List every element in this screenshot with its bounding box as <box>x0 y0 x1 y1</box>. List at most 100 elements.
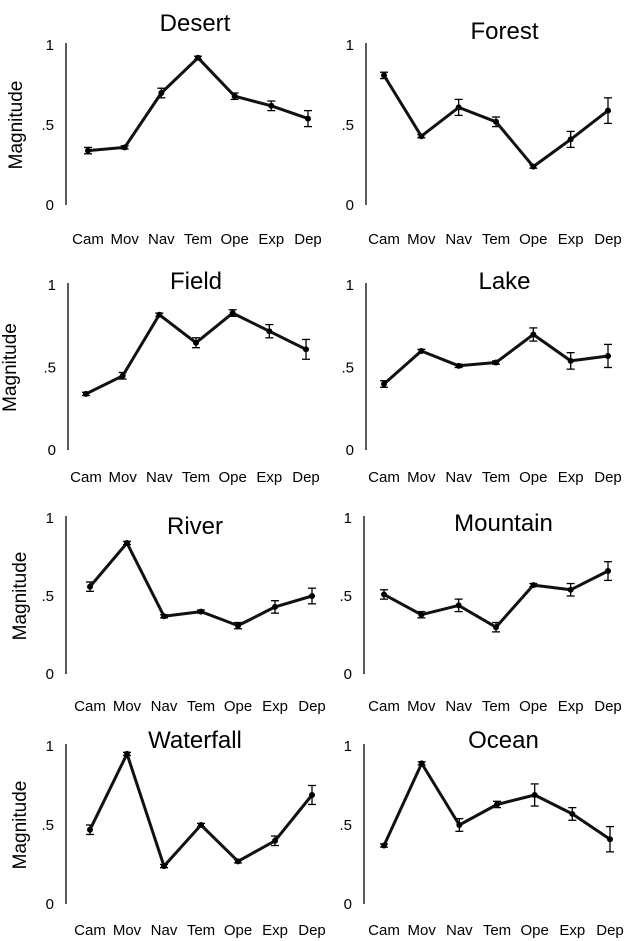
data-point <box>455 362 462 369</box>
data-point <box>494 801 500 808</box>
chart-lake: Lake 0 .5 1 Cam Mov Nav Tem Ope Exp Dep <box>341 268 621 486</box>
x-tick-label: Ope <box>519 469 547 486</box>
x-tick-label: Dep <box>294 231 322 248</box>
chart-ocean: Ocean 0 .5 1 Cam Mov Nav Tem Ope Exp Dep <box>339 727 624 939</box>
data-point <box>268 102 275 109</box>
chart-field: Field Magnitude 0 .5 1 Cam Mov Nav Tem Ope Exp Dep <box>0 268 320 486</box>
chart-river: River Magnitude 0 .5 1 Cam Mov Nav Tem Ope Exp Dep <box>10 510 326 715</box>
x-tick-label: Exp <box>558 231 584 248</box>
y-tick-label: 0 <box>48 442 56 459</box>
chart-title: Waterfall <box>148 727 242 754</box>
y-tick-label: 0 <box>346 442 354 459</box>
x-tick-label: Mov <box>407 231 436 248</box>
data-point <box>493 624 499 631</box>
data-point <box>530 582 537 589</box>
y-tick-label: 0 <box>344 896 352 913</box>
data-point <box>418 348 425 354</box>
chart-title: Ocean <box>468 727 539 754</box>
x-tick-label: Exp <box>258 231 284 248</box>
data-point <box>567 136 574 143</box>
x-tick-label: Exp <box>559 922 585 939</box>
y-tick-label: .5 <box>341 117 354 134</box>
data-point <box>85 147 91 154</box>
panel-forest: Forest 0 .5 1 Cam Mov Nav Tem Ope Exp Dep <box>320 0 639 248</box>
data-point <box>303 346 309 353</box>
data-point <box>124 539 130 546</box>
x-tick-label: Mov <box>108 469 137 486</box>
data-point <box>567 586 574 593</box>
data-point <box>161 613 167 620</box>
y-tick-label: 1 <box>346 277 354 294</box>
x-tick-label: Mov <box>407 469 436 486</box>
x-tick-label: Exp <box>262 922 288 939</box>
x-tick-label: Dep <box>594 231 622 248</box>
data-point <box>198 822 204 828</box>
series-line <box>383 333 609 386</box>
x-tick-label: Cam <box>74 922 106 939</box>
chart-title: River <box>167 513 223 540</box>
x-tick-label: Tem <box>182 469 210 486</box>
data-point <box>455 602 462 609</box>
y-axis-label: Magnitude <box>10 781 31 870</box>
y-axis-label: Magnitude <box>10 552 31 641</box>
y-tick-label: 0 <box>46 666 54 683</box>
series-line <box>87 56 309 153</box>
y-tick-label: .5 <box>339 588 352 605</box>
x-tick-label: Ope <box>519 698 547 715</box>
data-point <box>87 583 93 590</box>
y-tick-label: .5 <box>339 817 352 834</box>
x-tick-label: Dep <box>298 922 326 939</box>
x-tick-label: Exp <box>256 469 282 486</box>
data-point <box>567 357 574 364</box>
x-tick-label: Nav <box>146 469 173 486</box>
x-tick-label: Nav <box>151 698 178 715</box>
panel-field: Field Magnitude 0 .5 1 Cam Mov Nav Tem Ope Exp Dep <box>0 245 320 486</box>
x-tick-label: Ope <box>224 922 252 939</box>
data-point <box>381 842 387 849</box>
x-tick-label: Ope <box>220 231 248 248</box>
x-tick-label: Exp <box>558 698 584 715</box>
data-point <box>309 791 315 798</box>
data-point <box>493 118 499 125</box>
data-point <box>193 339 199 346</box>
y-tick-label: 0 <box>46 896 54 913</box>
chart-title: Mountain <box>454 510 553 537</box>
data-point <box>158 90 165 96</box>
panel-lake: Lake 0 .5 1 Cam Mov Nav Tem Ope Exp Dep <box>320 245 639 486</box>
chart-waterfall: Waterfall Magnitude 0 .5 1 Cam Mov Nav Tem Ope Exp… <box>10 727 326 939</box>
data-point <box>235 622 241 629</box>
y-tick-label: .5 <box>41 817 54 834</box>
data-point <box>87 826 93 833</box>
data-point <box>83 390 89 397</box>
data-point <box>156 311 163 318</box>
y-tick-label: 0 <box>46 197 54 214</box>
data-point <box>530 163 537 170</box>
x-tick-label: Mov <box>407 922 436 939</box>
x-tick-label: Mov <box>113 922 142 939</box>
x-tick-label: Ope <box>218 469 246 486</box>
x-tick-label: Dep <box>596 922 624 939</box>
panel-mountain: Mountain 0 .5 1 Cam Mov Nav Tem Ope Exp Dep <box>320 485 639 715</box>
x-tick-label: Cam <box>368 922 400 939</box>
chart-title: Field <box>170 268 222 295</box>
chart-title: Lake <box>478 268 530 295</box>
x-tick-label: Cam <box>70 469 102 486</box>
data-point <box>309 593 315 599</box>
panel-river: River Magnitude 0 .5 1 Cam Mov Nav Tem Ope Exp Dep <box>0 485 326 715</box>
x-tick-label: Ope <box>519 231 547 248</box>
data-point <box>530 331 537 338</box>
y-axis-label: Magnitude <box>0 323 21 412</box>
x-tick-label: Nav <box>148 231 175 248</box>
data-point <box>121 144 128 151</box>
x-tick-label: Cam <box>368 469 400 486</box>
data-point <box>455 104 462 111</box>
y-tick-label: 1 <box>46 510 54 527</box>
y-tick-label: 0 <box>344 666 352 683</box>
y-tick-label: 0 <box>346 197 354 214</box>
x-tick-label: Exp <box>558 469 584 486</box>
data-point <box>605 568 611 575</box>
x-tick-label: Dep <box>298 698 326 715</box>
x-tick-label: Dep <box>292 469 320 486</box>
data-point <box>381 72 387 79</box>
